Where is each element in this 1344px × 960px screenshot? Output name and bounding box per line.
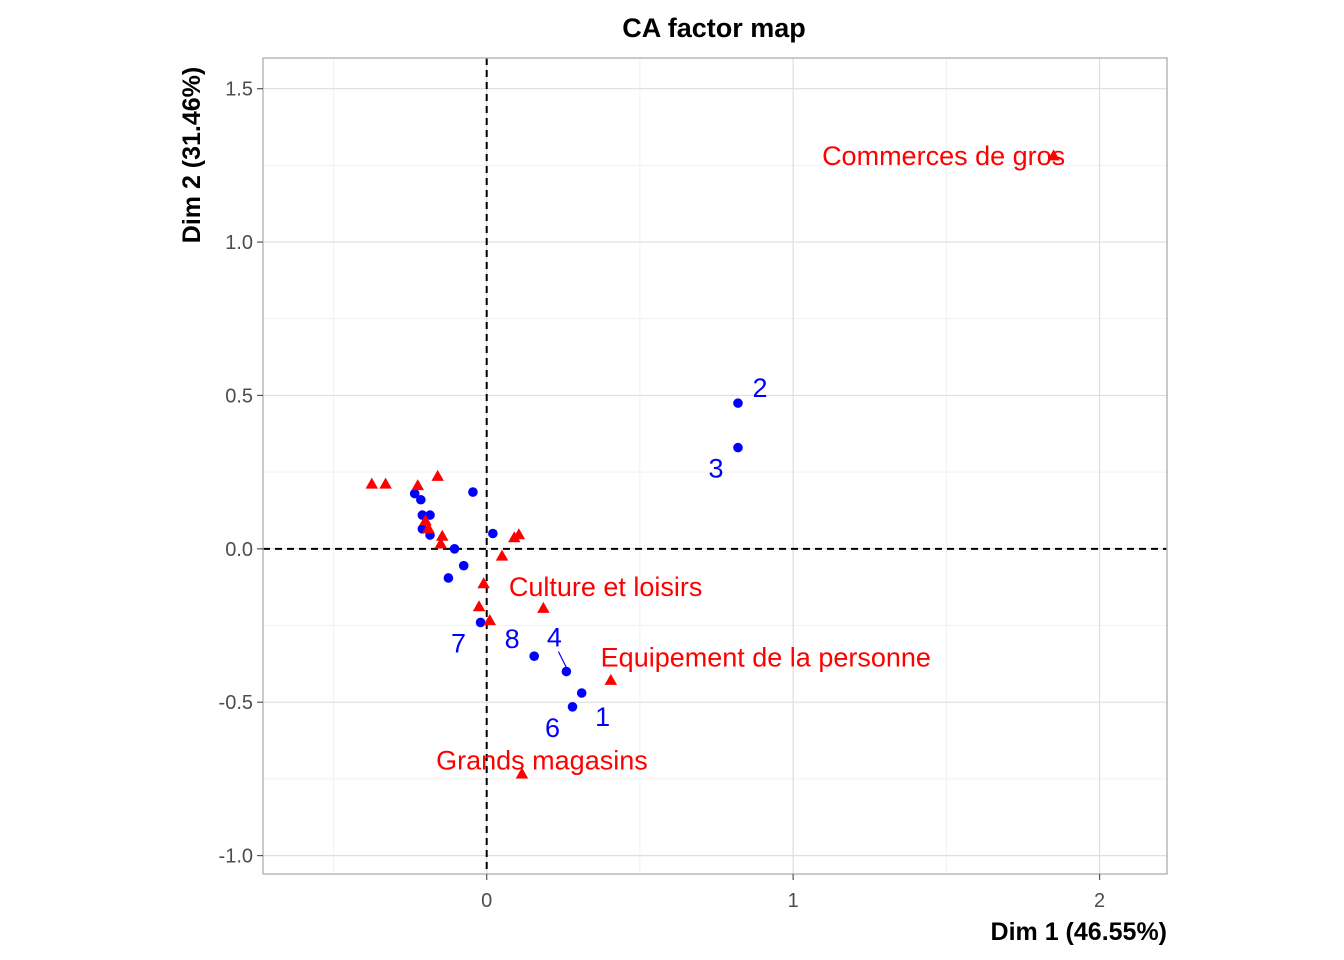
x-tick-label: 1 — [788, 890, 799, 912]
y-axis-title: Dim 2 (31.46%) — [178, 67, 206, 243]
data-points — [365, 149, 1060, 779]
column-point — [1047, 149, 1060, 161]
column-point — [431, 469, 444, 481]
point-label: Equipement de la personne — [601, 643, 931, 673]
x-tick-label: 2 — [1094, 890, 1105, 912]
row-point — [409, 488, 420, 499]
row-point — [416, 494, 426, 505]
column-point — [379, 477, 392, 489]
row-point — [425, 510, 435, 520]
x-axis-title: Dim 1 (46.55%) — [991, 918, 1167, 946]
y-tick-label: -0.5 — [219, 692, 253, 714]
row-point — [449, 544, 460, 554]
point-label: 2 — [752, 373, 767, 403]
point-label: 4 — [547, 623, 562, 653]
column-point — [512, 528, 526, 540]
column-point — [436, 529, 449, 541]
column-point — [537, 601, 550, 613]
column-point — [477, 577, 490, 589]
row-point — [529, 651, 539, 661]
row-point — [458, 560, 469, 571]
label-connector — [557, 651, 567, 668]
point-label: 3 — [708, 454, 723, 484]
point-label: Grands magasins — [436, 745, 648, 775]
row-point — [733, 398, 743, 408]
row-point — [576, 688, 587, 698]
point-label: Commerces de gros — [822, 141, 1065, 171]
point-label: 1 — [595, 702, 610, 732]
point-labels: 2 3 7 8 4 1 6 Commerces de gros Culture et loisi… — [436, 141, 1065, 775]
row-point — [561, 666, 572, 677]
row-point — [468, 487, 478, 497]
chart-title: CA factor map — [622, 13, 806, 43]
point-label: Culture et loisirs — [509, 572, 703, 602]
column-point — [515, 767, 529, 779]
x-tick-label: 0 — [481, 890, 492, 912]
point-label: 6 — [545, 713, 560, 743]
y-tick-label: 1.5 — [225, 79, 253, 101]
gridlines — [263, 58, 1167, 874]
column-point — [422, 522, 435, 534]
column-point — [495, 549, 509, 561]
row-point — [488, 528, 498, 539]
column-point — [365, 477, 379, 489]
reference-lines — [263, 58, 1167, 874]
column-point — [604, 673, 618, 685]
row-point — [443, 573, 454, 583]
axis-ticks: 0 1 2 -1.0 -0.5 0.0 0.5 1.0 1.5 — [219, 79, 1106, 912]
column-point — [411, 479, 425, 491]
column-point — [472, 600, 486, 612]
plot-panel-border — [262, 57, 1168, 875]
row-point — [567, 702, 578, 712]
point-label: 7 — [451, 628, 466, 658]
column-point — [434, 537, 447, 549]
point-label: 8 — [505, 624, 520, 654]
column-point — [483, 614, 497, 626]
row-point — [733, 442, 743, 453]
row-point — [475, 617, 486, 628]
y-tick-label: 0.5 — [225, 385, 253, 407]
y-tick-label: 0.0 — [225, 539, 253, 561]
y-tick-label: 1.0 — [225, 232, 253, 254]
y-tick-label: -1.0 — [219, 846, 253, 868]
